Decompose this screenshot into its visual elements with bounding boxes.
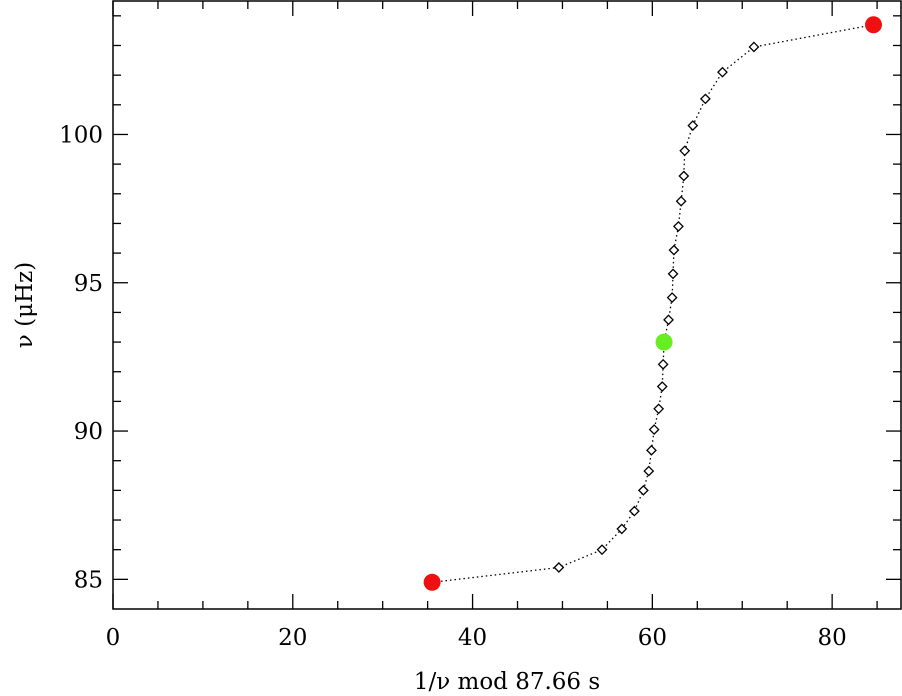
data-point	[667, 268, 679, 280]
data-point	[679, 145, 691, 157]
data-point	[699, 93, 711, 105]
data-point	[687, 120, 699, 131]
data-point	[637, 484, 649, 496]
data-point	[666, 292, 678, 304]
y-tick-label: 100	[59, 122, 103, 148]
data-point	[553, 562, 565, 573]
y-axis-label: ν (μHz)	[12, 262, 38, 348]
highlight-point	[423, 573, 441, 591]
y-tick-label: 90	[74, 419, 103, 445]
axis-tick-labels: 0 20 40 60 80 85 90 95 100	[59, 122, 847, 651]
series-markers	[426, 19, 879, 588]
data-point	[663, 314, 674, 326]
data-point	[748, 41, 760, 53]
data-point	[717, 66, 728, 78]
data-point	[653, 403, 665, 415]
highlight-point	[864, 16, 882, 34]
data-point	[668, 244, 680, 256]
x-tick-label: 20	[278, 625, 307, 651]
y-tick-label: 95	[74, 271, 103, 297]
data-point	[675, 195, 687, 207]
y-tick-label: 85	[74, 567, 103, 593]
x-tick-label: 80	[818, 625, 847, 651]
x-tick-label: 40	[458, 625, 487, 651]
data-point	[596, 544, 608, 556]
data-point	[678, 170, 690, 182]
x-tick-label: 0	[106, 625, 121, 651]
data-point	[643, 465, 655, 477]
highlight-points	[423, 16, 882, 591]
data-point	[648, 424, 660, 435]
data-point	[657, 358, 669, 370]
data-point	[656, 381, 668, 392]
axis-ticks	[112, 1, 901, 609]
plot-frame	[112, 0, 902, 610]
highlight-point	[655, 333, 673, 351]
data-point	[646, 444, 657, 456]
x-tick-label: 60	[638, 625, 667, 651]
x-axis-label: 1/ν mod 87.66 s	[414, 669, 600, 695]
series-line	[432, 24, 874, 583]
data-point	[616, 523, 628, 535]
data-point	[628, 505, 640, 517]
data-point	[673, 220, 684, 232]
